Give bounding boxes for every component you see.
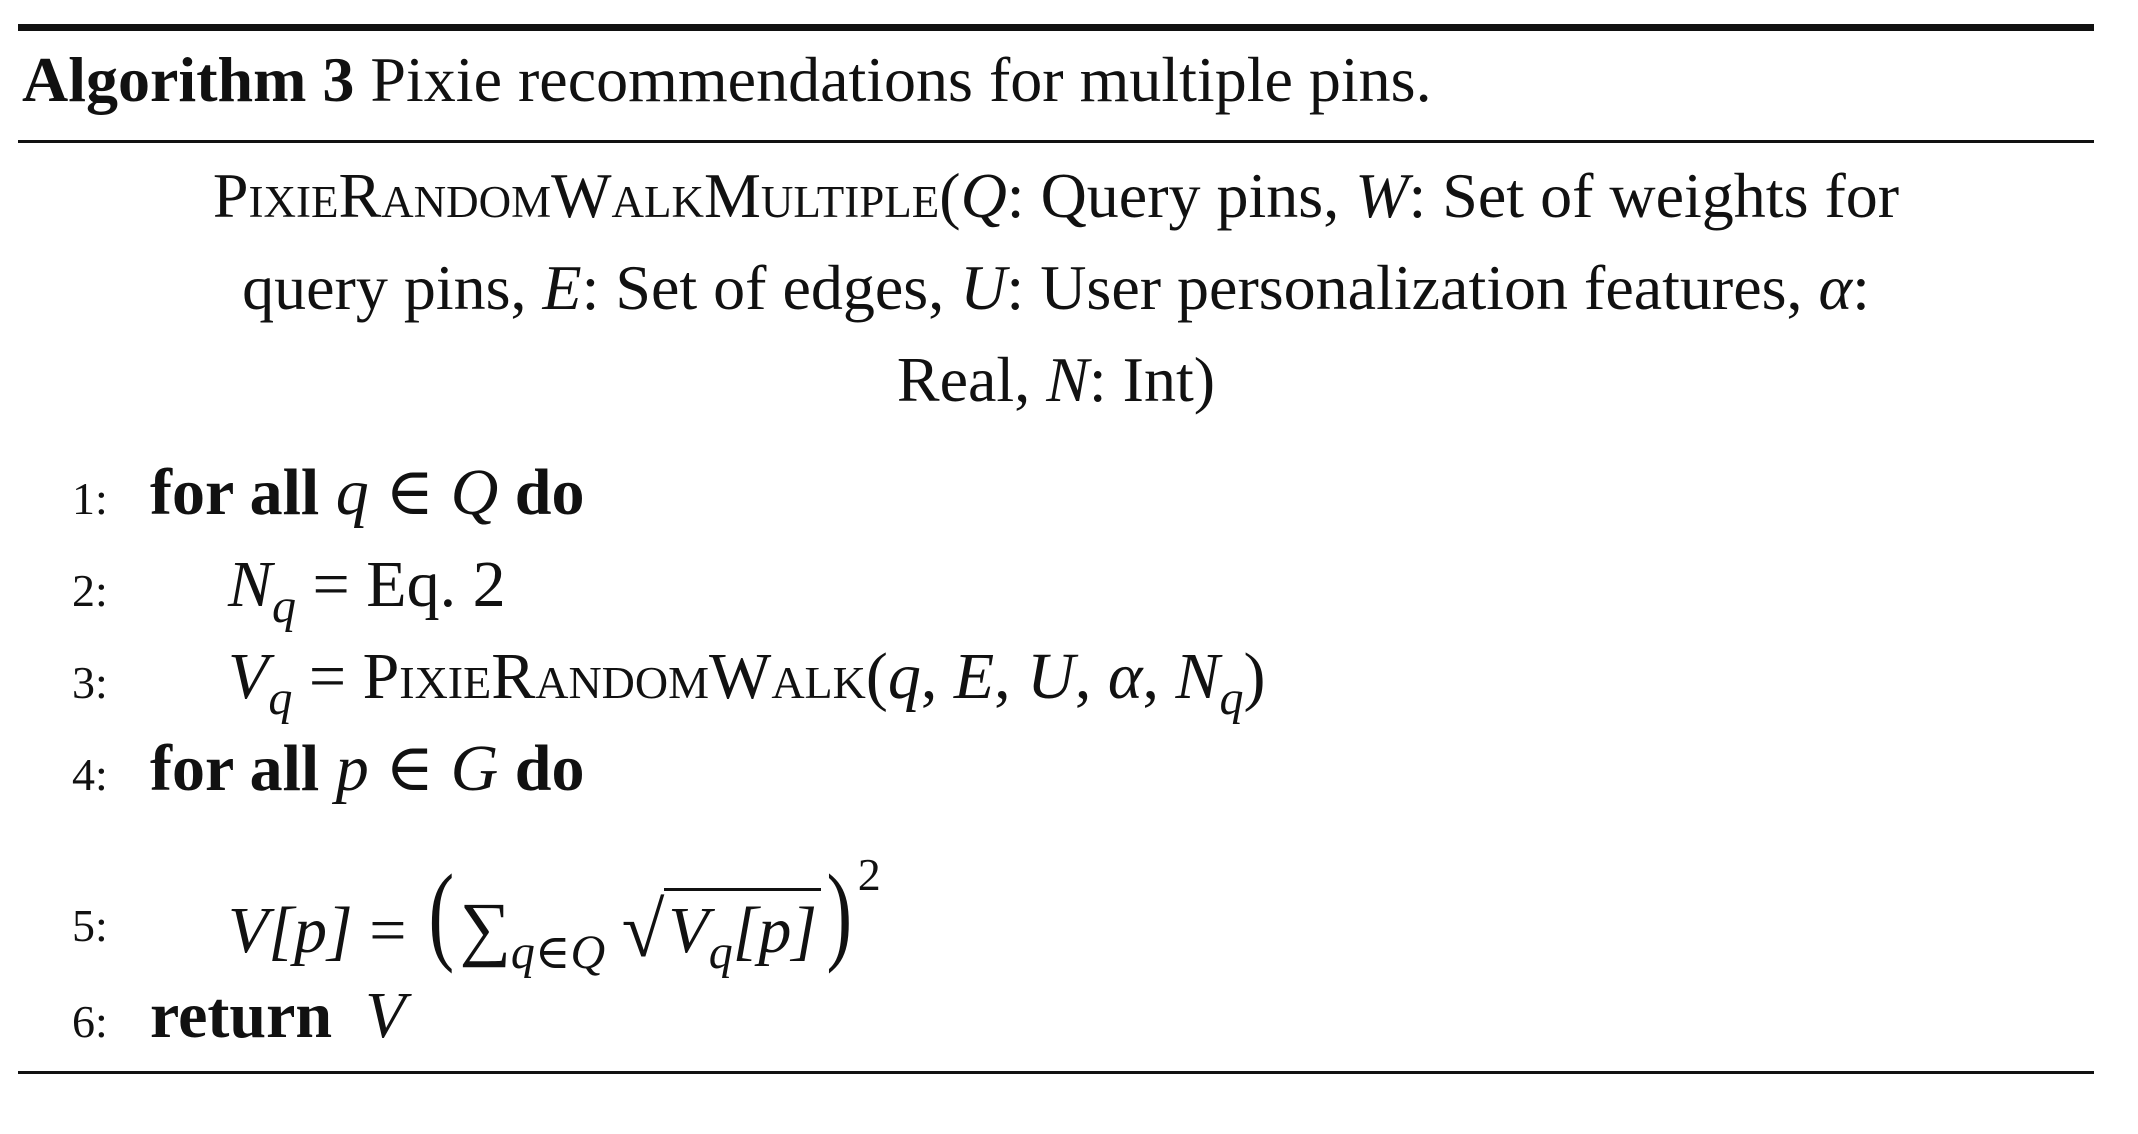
bottom-rule — [18, 1071, 2094, 1074]
line-body: for all p ∈ G do — [150, 721, 585, 817]
line-body: Nq = Eq. 2 — [228, 537, 506, 639]
signature-line-1: PixieRandomWalkMultiple(Q: Query pins, W… — [212, 160, 1900, 231]
param-u-desc: : User personalization features, — [1006, 252, 1819, 323]
param-n-symbol: N — [1046, 344, 1089, 415]
algorithm-title: Pixie recommendations for multiple pins. — [370, 44, 1432, 115]
algorithm-caption: Algorithm 3 Pixie recommendations for mu… — [22, 40, 1432, 120]
line-number: 4: — [72, 749, 108, 800]
equals-sign: = — [352, 894, 423, 967]
line-number: 6: — [72, 996, 108, 1047]
close-big-paren: ) — [826, 852, 853, 974]
keyword-for-all: for all — [150, 456, 320, 529]
open-big-paren: ( — [428, 852, 455, 974]
arg-u: U — [1027, 640, 1075, 713]
arg-q: q — [887, 640, 921, 713]
line-body: V[p] = (∑q∈Q √Vq[p]) 2 — [228, 849, 881, 992]
line-number: 3: — [72, 657, 108, 708]
function-name: PixieRandomWalk — [362, 640, 866, 713]
signature-line-2: query pins, E: Set of edges, U: User per… — [18, 242, 2094, 334]
param-w-symbol: W — [1355, 160, 1409, 231]
loop-set: G — [450, 732, 499, 805]
summation-subscript: q∈Q — [510, 926, 606, 979]
loop-variable: q — [335, 456, 369, 529]
keyword-for-all: for all — [150, 732, 320, 805]
signature-line-3: Real, N: Int) — [18, 334, 2094, 426]
loop-variable: p — [335, 732, 369, 805]
lhs-symbol: V — [228, 894, 269, 967]
summation-sign: ∑ — [459, 888, 511, 968]
param-alpha-colon: : — [1852, 252, 1870, 323]
arg-n-subscript: q — [1219, 672, 1244, 725]
param-u-symbol: U — [960, 252, 1007, 323]
inner-index: [p] — [732, 894, 818, 967]
line-number: 1: — [72, 473, 108, 524]
inner-subscript: q — [708, 926, 733, 979]
power-exponent: 2 — [857, 849, 881, 900]
line-number: 5: — [72, 900, 108, 951]
algorithm-line-3: 3: Vq = PixieRandomWalk(q, E, U, α, Nq) — [0, 629, 2138, 725]
membership-symbol: ∈ — [368, 456, 451, 529]
keyword-return: return — [150, 979, 333, 1052]
algorithm-line-1: 1: for all q ∈ Q do — [0, 445, 2138, 541]
algorithm-line-6: 6: return V — [0, 968, 2138, 1064]
param-e-desc: : Set of edges, — [581, 252, 961, 323]
close-paren: ) — [1243, 640, 1266, 713]
line-body: Vq = PixieRandomWalk(q, E, U, α, Nq) — [228, 640, 1266, 725]
line-number: 2: — [72, 565, 108, 616]
param-w-desc-cont: query pins, — [242, 252, 543, 323]
arg-n: N — [1175, 640, 1220, 713]
param-alpha-desc: Real, — [896, 344, 1047, 415]
arg-alpha: α — [1107, 640, 1143, 713]
line-body: return V — [150, 968, 405, 1064]
param-e-symbol: E — [542, 252, 582, 323]
inner-symbol: V — [668, 894, 709, 967]
keyword-do: do — [514, 732, 585, 805]
procedure-name: PixieRandomWalkMultiple — [212, 160, 940, 231]
param-q-desc: : Query pins, — [1006, 160, 1356, 231]
param-w-desc: : Set of weights for — [1408, 160, 1900, 231]
line-body: for all q ∈ Q do — [150, 445, 585, 541]
caption-rule — [18, 140, 2094, 143]
open-paren: ( — [865, 640, 888, 713]
algorithm-line-4: 4: for all p ∈ G do — [0, 721, 2138, 817]
membership-symbol: ∈ — [368, 732, 451, 805]
sqrt-sign: √ — [621, 886, 665, 973]
radicand: Vq[p] — [664, 888, 822, 979]
algorithm-label: Algorithm 3 — [22, 44, 355, 115]
top-rule — [18, 24, 2094, 31]
lhs-symbol: V — [228, 640, 269, 713]
equals-sign: = — [292, 640, 363, 713]
algorithm-line-5: 5: V[p] = (∑q∈Q √Vq[p]) 2 — [0, 849, 2138, 979]
keyword-do: do — [514, 456, 585, 529]
return-value: V — [365, 979, 406, 1052]
lhs-subscript: q — [268, 672, 293, 725]
algorithm-line-2: 2: Nq = Eq. 2 — [0, 537, 2138, 633]
rhs-expression: = Eq. 2 — [296, 548, 506, 621]
arg-e: E — [953, 640, 995, 713]
param-q-symbol: Q — [960, 160, 1007, 231]
lhs-symbol: N — [228, 548, 273, 621]
lhs-subscript: q — [272, 580, 297, 633]
loop-set: Q — [450, 456, 499, 529]
param-alpha-symbol: α — [1818, 252, 1853, 323]
lhs-index: [p] — [268, 894, 353, 967]
param-n-desc: : Int) — [1088, 344, 1216, 415]
